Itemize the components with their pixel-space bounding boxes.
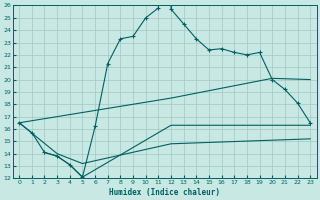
X-axis label: Humidex (Indice chaleur): Humidex (Indice chaleur) [109, 188, 220, 197]
